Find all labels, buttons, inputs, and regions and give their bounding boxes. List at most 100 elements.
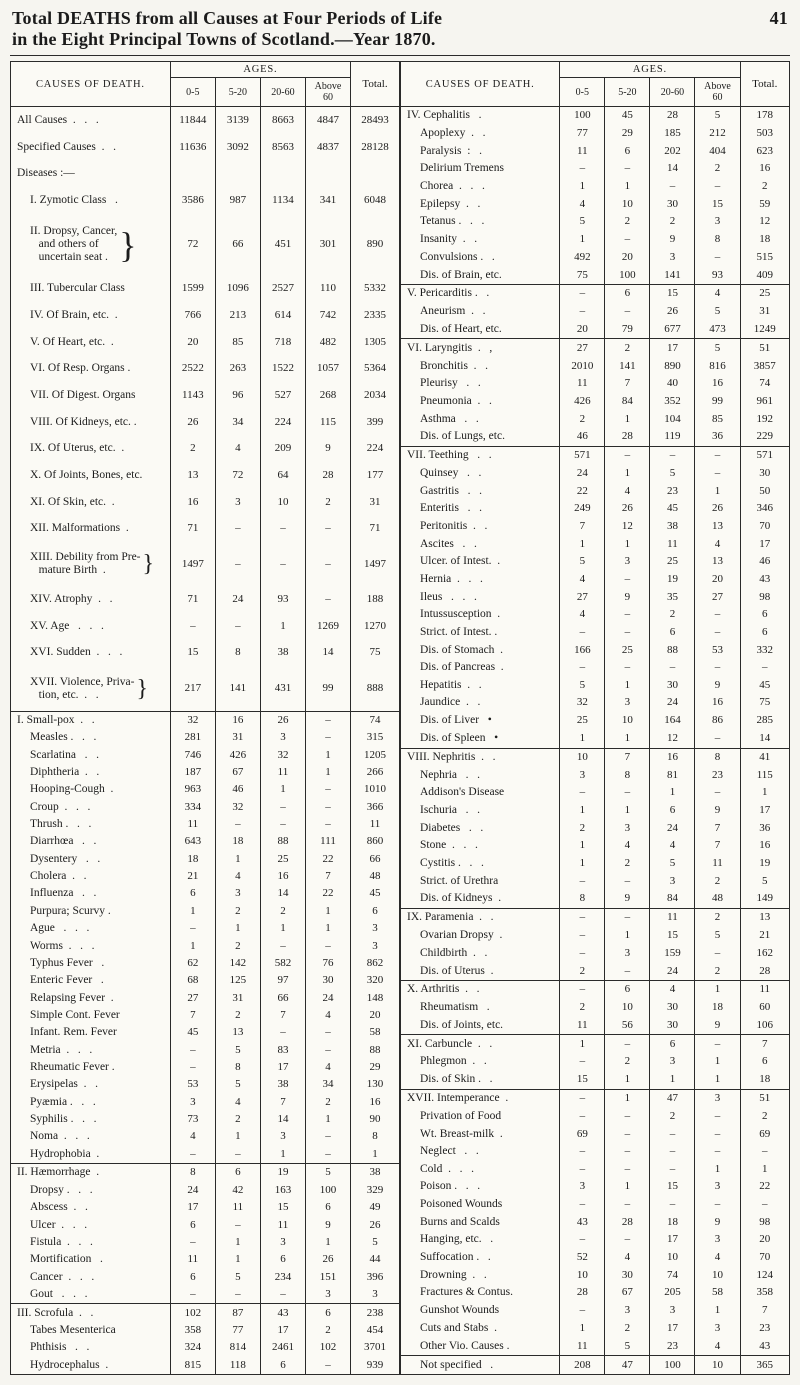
age-cell: 2 [559, 410, 605, 428]
age-cell: 141 [214, 666, 261, 712]
age-cell: 66 [259, 989, 306, 1007]
age-cell: 27 [559, 588, 605, 606]
age-cell: – [694, 1142, 741, 1161]
total-cell: 6 [739, 1053, 789, 1071]
age-cell: 451 [259, 213, 306, 276]
age-cell: 1 [259, 781, 306, 799]
age-cell: 1 [559, 535, 605, 553]
cause-label: Syphilis . . . [30, 1112, 97, 1125]
age-cell: 22 [559, 482, 605, 500]
total-cell: 178 [739, 106, 789, 125]
age-cell: 1 [169, 902, 216, 920]
age-cell: 77 [559, 124, 605, 143]
age-cell: 2 [559, 962, 605, 981]
cause-label: XV. Age . . . [30, 619, 104, 632]
total-cell [350, 160, 400, 188]
age-cell: – [559, 1142, 605, 1161]
age-cell: 43 [259, 1303, 306, 1322]
table-row: Bronchitis . . 2010 141 890 816 3857 [401, 357, 789, 375]
age-cell: – [214, 1216, 261, 1234]
cause-label: Specified Causes . . [17, 140, 117, 153]
age-cell: 1 [694, 482, 741, 500]
age-cell: 3 [169, 1093, 216, 1111]
total-cell: 5 [739, 872, 789, 890]
total-cell: 51 [739, 1089, 789, 1108]
age-cell: 11 [559, 374, 605, 393]
age-cell: 26 [604, 499, 650, 518]
age-cell: 34 [304, 1076, 351, 1094]
age-cell: 23 [694, 766, 741, 785]
cause-label: Thrush . . . [30, 818, 92, 831]
age-cell: 5 [604, 1337, 650, 1356]
age-cell: 17 [649, 338, 695, 358]
table-row: Dis. of Skin . . 15 1 1 1 18 [401, 1070, 789, 1090]
age-cell: 100 [649, 1355, 695, 1374]
age-cell: – [559, 980, 605, 999]
age-cell: 111 [304, 833, 351, 851]
table-row: XVI. Sudden . . . 15 8 38 14 75 [11, 639, 400, 667]
age-cell: 7 [604, 748, 650, 767]
age-cell: 11 [694, 854, 741, 873]
age-cell: – [559, 1231, 605, 1249]
total-cell: 320 [350, 972, 400, 990]
cause-label: Epilepsy . . [420, 197, 481, 210]
cause-label: III. Tubercular Class [30, 282, 125, 295]
age-cell: 32 [259, 746, 306, 764]
age-cell: – [694, 944, 741, 963]
cause-label: V. Pericarditis . . [407, 287, 490, 300]
cause-label: Ischuria . . [420, 804, 481, 817]
page-header: Total DEATHS from all Causes at Four Per… [10, 7, 790, 56]
age-cell: 4 [649, 837, 695, 855]
age-cell: 324 [169, 1339, 216, 1357]
age-cell: 15 [649, 284, 695, 303]
cause-label: Gastritis . . [420, 484, 482, 497]
table-row: I. Small-pox . . 32 16 26–74 [11, 711, 400, 730]
age-cell: 9 [304, 435, 351, 463]
cause-label: Cancer . . . [30, 1270, 95, 1283]
age-cell: 11844 [169, 106, 216, 134]
cause-label: Quinsey . . [420, 466, 482, 479]
total-cell: 124 [739, 1266, 789, 1285]
table-row: Other Vio. Causes . 11 5 23 4 43 [401, 1337, 789, 1356]
age-cell: 72 [214, 462, 261, 489]
cause-label: Dis. of Liver • [420, 714, 492, 727]
age-cell: 17 [169, 1199, 216, 1217]
cause-label: Asthma . . [420, 412, 479, 425]
age-cell: 4 [694, 535, 741, 553]
age-cell: – [259, 798, 306, 816]
age-cell: 25 [649, 552, 695, 571]
age-cell: 1 [259, 920, 306, 938]
age-cell: 11 [259, 1216, 306, 1234]
age-cell: 1 [694, 1070, 741, 1090]
age-cell: 53 [694, 641, 741, 659]
total-cell: 59 [739, 195, 789, 214]
age-cell: 2461 [259, 1339, 306, 1357]
age-cell: – [304, 937, 351, 955]
cause-label: Influenza . . [30, 887, 97, 900]
cause-label: Worms . . . [30, 939, 95, 952]
table-row: Ulcer. of Intest. . 5 3 25 13 46 [401, 552, 789, 571]
total-cell: 43 [739, 1337, 789, 1356]
age-cell: – [649, 1160, 695, 1179]
age-cell: 14 [259, 1110, 306, 1129]
age-cell: – [604, 160, 650, 178]
total-cell: 51 [739, 338, 789, 358]
age-cell: 31 [214, 989, 261, 1007]
total-cell: 961 [739, 392, 789, 411]
age-cell: – [604, 784, 650, 802]
total-cell: 28 [739, 962, 789, 981]
table-row: Pneumonia . . 426 84 352 99 961 [401, 392, 789, 411]
table-row: Diarrhœa . . 643 18 88 111 860 [11, 833, 400, 851]
section-block: IX. Paramenia . . – –11 2 13 Ovarian Dropsy .… [400, 908, 789, 981]
age-cell: 1 [559, 801, 605, 820]
age-cell: 118 [214, 1356, 261, 1374]
age-cell: 26 [259, 711, 306, 730]
cause-label: Dis. of Joints, etc. [420, 1018, 504, 1031]
age-cell: 83 [259, 1041, 306, 1059]
age-cell: 30 [649, 195, 695, 214]
age-cell: 26 [649, 302, 695, 321]
cause-label: II. Dropsy, Cancer, and others of uncert… [11, 214, 170, 275]
age-cell: 1 [649, 1070, 695, 1090]
age-cell: – [169, 1233, 216, 1252]
table-row: Diphtheria . . 187 67 11 1 266 [11, 763, 400, 782]
